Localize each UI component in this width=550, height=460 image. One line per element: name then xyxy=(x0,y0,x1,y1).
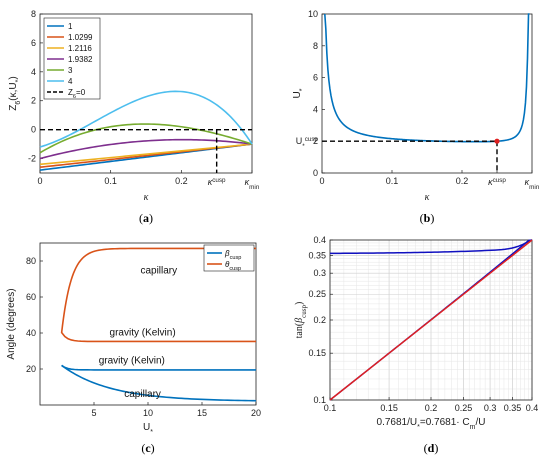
y-tick-label-b: 8 xyxy=(313,41,318,51)
axes-frame-a xyxy=(39,13,253,174)
x-axis-label-c: U* xyxy=(143,422,153,436)
panel-label-d: (d) xyxy=(424,441,439,455)
y-tick-label-d: 0.3 xyxy=(313,268,326,278)
x-tick-label-c: 15 xyxy=(197,408,207,418)
x-tick-label-a: 0 xyxy=(37,176,42,186)
x-tick-label-c: 20 xyxy=(251,408,261,418)
x-tick-label-d: 0.15 xyxy=(380,403,398,413)
panel-label-a: (a) xyxy=(139,211,153,225)
annotation-theta-capillary: capillary xyxy=(140,266,177,277)
x-tick-label-c: 5 xyxy=(91,408,96,418)
x-tick-label-d: 0.3 xyxy=(484,403,497,413)
series-line-c-beta-gravity xyxy=(61,364,256,371)
y-axis-label-b: U* xyxy=(292,88,306,98)
y-tick-label-d: 0.25 xyxy=(308,289,326,299)
annotation-beta-capillary: capillary xyxy=(124,389,161,400)
y-tick-label-b: 6 xyxy=(313,73,318,83)
x-tick-label-d: 0.25 xyxy=(455,403,473,413)
legend-label-a: 4 xyxy=(68,77,73,86)
y-tick-label-b: 10 xyxy=(308,9,318,19)
y-tick-label-b-ucusp: U*cusp xyxy=(296,136,319,150)
y-tick-label-a: -2 xyxy=(28,154,36,164)
y-tick-label-a: 4 xyxy=(31,67,36,77)
y-tick-label-c: 20 xyxy=(26,364,36,374)
x-tick-label-d: 0.1 xyxy=(324,403,337,413)
y-tick-label-a: 6 xyxy=(31,38,36,48)
panel-b: 0 2 4 6 8 10 U*cusp 0 0.1 0.2 κcusp κmin κ U* (b) xyxy=(292,9,540,225)
x-tick-label-a: 0.1 xyxy=(104,176,117,186)
legend-label-a: 1 xyxy=(68,22,73,31)
y-tick-label-d: 0.35 xyxy=(308,250,326,260)
x-tick-label-d: 0.4 xyxy=(526,403,539,413)
legend-label-a: 3 xyxy=(68,66,73,75)
x-axis-label-d: 0.7681/U*=0.7681· Cm/U xyxy=(377,417,486,431)
series-line-b xyxy=(324,13,530,143)
x-tick-label-b-kappa-min: κmin xyxy=(525,177,540,191)
x-tick-label-b: 0.1 xyxy=(386,176,399,186)
legend-label-a: 1.9382 xyxy=(68,55,93,64)
series-line-c-beta-capillary xyxy=(61,364,257,402)
y-tick-label-c: 80 xyxy=(26,256,36,266)
panel-label-b: (b) xyxy=(420,211,435,225)
legend-label-c-beta: βcusp xyxy=(224,249,241,261)
y-tick-label-b: 2 xyxy=(313,136,318,146)
cusp-point xyxy=(494,138,500,144)
legend-label-c-theta: θcusp xyxy=(225,260,241,272)
series-line-a-4 xyxy=(39,90,253,148)
y-axis-label-c: Angle (degrees) xyxy=(6,288,17,359)
y-tick-label-a: 0 xyxy=(31,125,36,135)
annotation-theta-gravity: gravity (Kelvin) xyxy=(110,328,176,339)
series-line-d-blue-upper xyxy=(329,239,533,255)
y-tick-label-c: 40 xyxy=(26,328,36,338)
x-tick-label-a-kappa-cusp: κcusp xyxy=(208,177,226,188)
panel-label-c: (c) xyxy=(141,441,154,455)
series-line-a-1.2116 xyxy=(39,143,253,166)
x-tick-label-b: 0.2 xyxy=(456,176,469,186)
legend-label-a-ref: Z6=0 xyxy=(68,88,86,100)
annotation-beta-gravity: gravity (Kelvin) xyxy=(99,356,165,367)
x-tick-label-a-kappa-min: κmin xyxy=(245,177,260,191)
x-tick-label-a: 0.2 xyxy=(175,176,188,186)
x-tick-label-b: 0 xyxy=(319,176,324,186)
y-tick-label-b: 4 xyxy=(313,104,318,114)
x-tick-label-b-kappa-cusp: κcusp xyxy=(488,177,506,188)
y-tick-label-b: 0 xyxy=(313,168,318,178)
x-tick-label-c: 10 xyxy=(143,408,153,418)
y-tick-label-a: 2 xyxy=(31,96,36,106)
series-line-c-theta-capillary xyxy=(60,247,256,334)
panel-c: 20 40 60 80 5 10 15 20 U* Angle (degrees) capillar… xyxy=(6,242,261,455)
y-tick-label-c: 60 xyxy=(26,292,36,302)
y-axis-label-a: Z6(κ,U*) xyxy=(8,76,22,110)
x-tick-label-d: 0.35 xyxy=(504,403,522,413)
legend-box-c xyxy=(203,244,255,272)
y-tick-label-d: 0.4 xyxy=(313,235,326,245)
y-tick-label-d: 0.1 xyxy=(313,395,326,405)
legend-label-a: 1.0299 xyxy=(68,33,93,42)
y-tick-label-d: 0.15 xyxy=(308,348,326,358)
axes-frame-b xyxy=(321,13,533,174)
x-axis-label-a: κ xyxy=(144,192,149,203)
legend-a: 1 1.0299 1.2116 1.9382 3 4 Z6=0 xyxy=(43,17,101,100)
y-tick-label-a: 8 xyxy=(31,9,36,19)
panel-d: 0.1 0.15 0.2 0.25 0.3 0.35 0.4 0.1 0.15 0.2 0.25 0.… xyxy=(294,235,538,455)
y-axis-label-d: tan(βcusp) xyxy=(294,302,308,339)
x-axis-label-b: κ xyxy=(425,192,430,203)
series-line-c-theta-gravity xyxy=(60,331,256,343)
series-line-d-red xyxy=(329,239,533,401)
legend-label-a: 1.2116 xyxy=(68,44,92,53)
y-tick-label-d: 0.2 xyxy=(313,315,326,325)
x-tick-label-d: 0.2 xyxy=(425,403,438,413)
